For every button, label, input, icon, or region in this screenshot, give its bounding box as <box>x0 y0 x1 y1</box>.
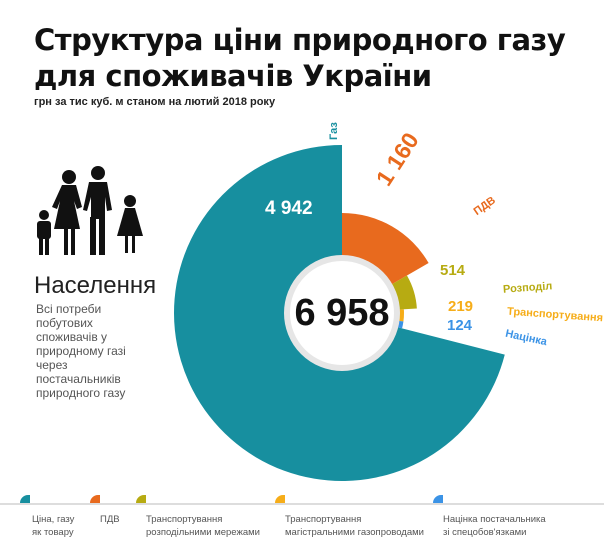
legend-label: магістральними газопроводами <box>285 527 424 538</box>
group-description: Всі потреби побутових споживачів у приро… <box>36 302 126 400</box>
legend-item-distribution: Транспортування розподільними мережами <box>146 513 260 539</box>
legend-label: Націнка постачальника <box>443 514 546 525</box>
legend-divider <box>0 503 604 505</box>
center-circle <box>284 255 400 371</box>
legend-label: як товару <box>32 527 74 538</box>
legend-item-markup: Націнка постачальника зі спецобов'язками <box>443 513 546 539</box>
page-title: Структура ціни природного газу для спожив… <box>34 22 566 94</box>
legend-label: ПДВ <box>100 514 120 525</box>
title-line-2: для споживачів України <box>34 59 432 93</box>
family-silhouette-icon <box>37 166 143 255</box>
legend-marker-gas <box>20 495 30 503</box>
label-markup-value: 124 <box>447 317 473 334</box>
group-title: Населення <box>34 272 157 299</box>
label-transport-value: 219 <box>448 298 474 315</box>
subtitle: грн за тис куб. м станом на лютий 2018 р… <box>34 96 276 108</box>
total-value: 6 958 <box>294 292 390 334</box>
label-gas-name: Газ <box>328 122 340 140</box>
legend-label: зі спецобов'язками <box>443 527 527 538</box>
legend-marker-markup <box>433 495 443 503</box>
legend-label: Ціна, газу <box>32 514 75 525</box>
legend-label: Транспортування <box>285 514 362 525</box>
legend-item-vat: ПДВ <box>100 513 120 526</box>
legend-marker-vat <box>90 495 100 503</box>
legend-item-transport: Транспортування магістральними газопровод… <box>285 513 424 539</box>
label-gas-value: 4 942 <box>265 198 313 219</box>
label-distribution-value: 514 <box>440 262 466 279</box>
legend-label: розподільними мережами <box>146 527 260 538</box>
legend-marker-distribution <box>136 495 146 503</box>
legend-label: Транспортування <box>146 514 223 525</box>
title-line-1: Структура ціни природного газу <box>34 23 566 57</box>
legend-marker-transport <box>275 495 285 503</box>
legend-item-gas: Ціна, газу як товару <box>32 513 74 539</box>
